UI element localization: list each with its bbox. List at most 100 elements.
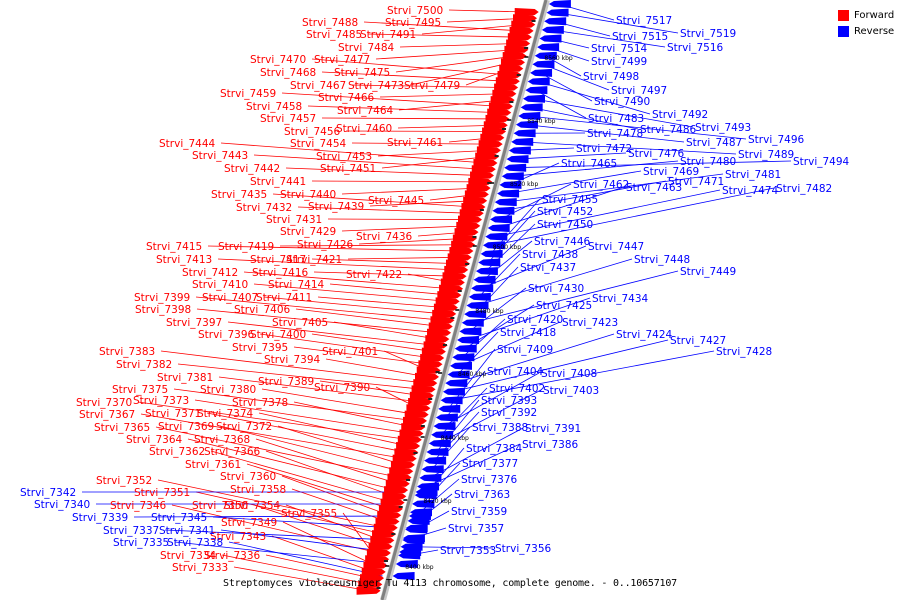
gene-marker <box>465 263 470 265</box>
forward-gene-label: Strvi_7412 <box>182 267 238 279</box>
forward-gene-label: Strvi_7473 <box>348 80 404 92</box>
reverse-gene-feature <box>485 232 508 241</box>
forward-gene-feature <box>439 284 464 293</box>
reverse-gene-label: Strvi_7476 <box>628 148 685 160</box>
forward-gene-feature <box>389 467 414 476</box>
reverse-gene-label: Strvi_7391 <box>525 423 581 435</box>
reverse-gene-label: Strvi_7438 <box>522 249 578 261</box>
forward-gene-feature <box>456 221 481 230</box>
forward-gene-label: Strvi_7475 <box>334 67 390 79</box>
forward-gene-label: Strvi_7468 <box>260 67 316 79</box>
gene-marker <box>406 479 411 481</box>
reverse-gene-label: Strvi_7437 <box>520 262 576 274</box>
gene-labels: Strvi_7500Strvi_7495Strvi_7491Strvi_7488… <box>20 5 850 574</box>
reverse-gene-label: Strvi_7452 <box>537 206 593 218</box>
forward-gene-feature <box>380 498 405 507</box>
reverse-gene-label: Strvi_7341 <box>159 525 215 537</box>
reverse-gene-feature <box>405 524 428 532</box>
forward-gene-feature <box>358 580 383 589</box>
reverse-gene-feature <box>525 86 548 95</box>
reverse-gene-label: Strvi_7424 <box>616 329 673 341</box>
forward-gene-feature <box>432 309 457 318</box>
forward-gene-label: Strvi_7500 <box>387 5 443 17</box>
reverse-gene-feature <box>435 413 458 422</box>
reverse-gene-feature <box>466 301 489 310</box>
forward-gene-feature <box>437 291 462 300</box>
gene-marker <box>383 560 388 562</box>
leader-lines <box>82 3 792 592</box>
gene-marker <box>413 452 418 454</box>
reverse-gene-label: Strvi_7493 <box>695 122 751 134</box>
reverse-gene-feature <box>395 560 418 568</box>
forward-gene-feature <box>415 372 440 381</box>
gene-marker <box>487 182 492 184</box>
reverse-gene-feature <box>537 43 560 52</box>
reverse-gene-feature <box>421 465 444 474</box>
reverse-gene-feature <box>408 512 431 520</box>
forward-gene-label: Strvi_7381 <box>157 372 213 384</box>
reverse-gene-feature <box>513 129 536 138</box>
reverse-gene-feature <box>494 198 517 207</box>
forward-gene-label: Strvi_7464 <box>337 105 394 117</box>
forward-gene-feature <box>384 486 409 495</box>
forward-gene-feature <box>375 517 400 526</box>
forward-gene-feature <box>490 96 515 105</box>
forward-gene-feature <box>513 14 538 23</box>
forward-gene-feature <box>409 391 434 400</box>
reverse-gene-label: Strvi_7393 <box>481 395 537 407</box>
reverse-gene-label: Strvi_7423 <box>562 317 618 329</box>
reverse-gene-label: Strvi_7519 <box>680 28 736 40</box>
reverse-gene-feature <box>492 206 515 215</box>
legend-item-forward: Forward <box>838 8 894 23</box>
forward-gene-feature <box>435 297 460 306</box>
reverse-gene-label: Strvi_7392 <box>481 407 537 419</box>
forward-gene-feature <box>514 8 539 16</box>
forward-gene-feature <box>492 89 517 98</box>
axis-line <box>380 0 548 600</box>
reverse-gene-label: Strvi_7499 <box>591 56 647 68</box>
reverse-gene-label: Strvi_7408 <box>541 368 597 380</box>
reverse-gene-label: Strvi_7496 <box>748 134 805 146</box>
forward-gene-feature <box>509 26 534 35</box>
forward-gene-feature <box>397 435 422 444</box>
forward-gene-label: Strvi_7495 <box>385 17 441 29</box>
forward-gene-label: Strvi_7394 <box>264 354 321 366</box>
reverse-gene-feature <box>518 112 541 120</box>
forward-gene-feature <box>418 360 443 369</box>
forward-gene-label: Strvi_7352 <box>96 475 152 487</box>
forward-gene-label: Strvi_7361 <box>185 459 241 471</box>
reverse-gene-feature <box>504 163 527 172</box>
reverse-gene-feature <box>426 448 449 456</box>
reverse-gene-label: Strvi_7402 <box>489 383 545 395</box>
gene-marker <box>450 317 455 319</box>
reverse-gene-label: Strvi_7404 <box>487 366 544 378</box>
reverse-gene-feature <box>499 180 522 189</box>
forward-gene-label: Strvi_7411 <box>256 292 312 304</box>
forward-gene-label: Strvi_7370 <box>76 397 132 409</box>
reverse-gene-label: Strvi_7409 <box>497 344 553 356</box>
reverse-gene-label: Strvi_7516 <box>667 42 724 54</box>
reverse-gene-label: Strvi_7384 <box>466 443 523 455</box>
axis-tick-label: 8400 kbp <box>405 564 433 571</box>
forward-gene-feature <box>430 316 455 325</box>
gene-marker <box>428 398 433 400</box>
reverse-gene-feature <box>464 310 487 319</box>
reverse-gene-label: Strvi_7446 <box>534 236 591 248</box>
reverse-gene-feature <box>478 258 501 267</box>
forward-gene-feature <box>495 77 520 86</box>
forward-gene-label: Strvi_7368 <box>194 434 250 446</box>
forward-gene-label: Strvi_7431 <box>266 214 322 226</box>
reverse-gene-label: Strvi_7447 <box>588 241 644 253</box>
legend-item-reverse: Reverse <box>838 24 894 39</box>
reverse-gene-label: Strvi_7465 <box>561 158 617 170</box>
reverse-gene-label: Strvi_7359 <box>451 506 507 518</box>
reverse-gene-label: Strvi_7462 <box>573 179 629 191</box>
forward-gene-feature <box>475 152 500 161</box>
reverse-gene-feature <box>497 189 520 198</box>
reverse-gene-label: Strvi_7337 <box>103 525 159 537</box>
forward-gene-label: Strvi_7366 <box>204 446 261 458</box>
forward-gene-label: Strvi_7355 <box>281 508 337 520</box>
reverse-gene-feature <box>473 275 496 284</box>
forward-gene-label: Strvi_7410 <box>192 279 248 291</box>
forward-gene-feature <box>487 108 512 117</box>
